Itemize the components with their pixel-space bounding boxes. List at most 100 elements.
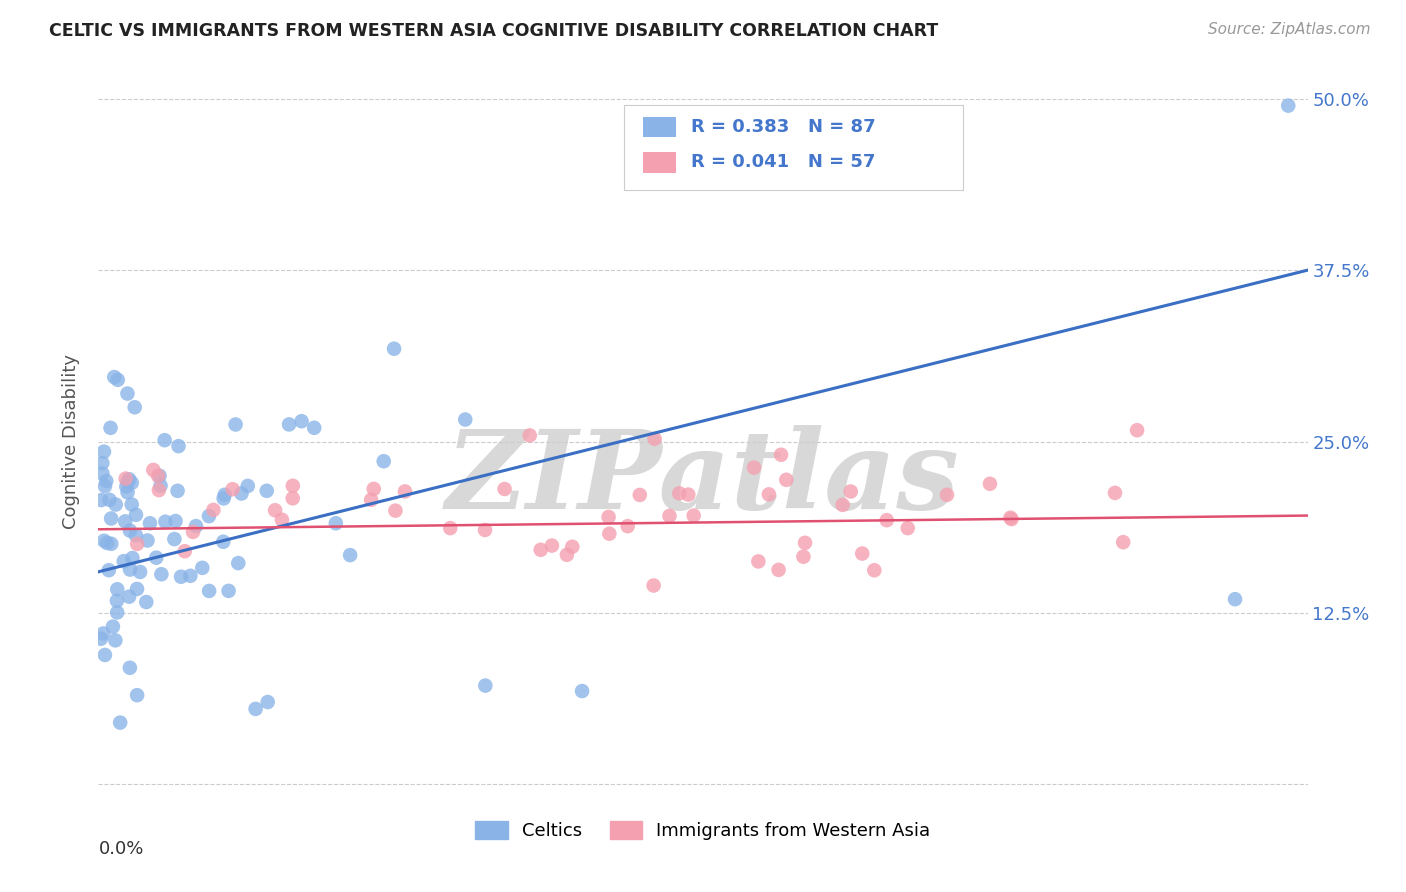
Point: [454, 412, 477, 426]
Point: [373, 454, 395, 468]
Point: [302, 421, 325, 435]
Point: [231, 486, 253, 500]
Point: [742, 460, 765, 475]
Point: [155, 515, 177, 529]
Point: [90, 493, 112, 508]
Point: [108, 715, 131, 730]
Point: [148, 483, 170, 497]
Point: [1000, 512, 1022, 526]
Point: [936, 488, 959, 502]
Point: [93, 444, 115, 458]
Point: [153, 433, 176, 447]
Point: [1223, 592, 1246, 607]
Point: [96, 536, 118, 550]
Point: [114, 515, 136, 529]
Point: [91, 626, 114, 640]
Point: [758, 487, 780, 501]
Point: [146, 469, 169, 483]
Point: [105, 582, 128, 597]
Point: [212, 491, 235, 506]
Point: [1126, 423, 1149, 437]
Point: [225, 417, 247, 432]
Point: [643, 578, 665, 592]
Point: [236, 479, 259, 493]
Point: [202, 503, 225, 517]
Point: [271, 513, 294, 527]
Point: [775, 473, 797, 487]
Point: [897, 521, 920, 535]
Point: [100, 537, 122, 551]
Point: [100, 511, 122, 525]
Point: [105, 594, 128, 608]
Point: [150, 567, 173, 582]
Point: [682, 508, 704, 523]
Point: [142, 463, 165, 477]
Point: [139, 516, 162, 531]
Point: [91, 467, 114, 481]
Point: [173, 544, 195, 558]
Point: [394, 484, 416, 499]
Point: [770, 448, 793, 462]
Point: [792, 549, 814, 564]
Point: [117, 386, 139, 401]
Point: [439, 521, 461, 535]
Point: [97, 563, 120, 577]
Point: [598, 526, 620, 541]
Point: [678, 487, 700, 501]
Point: [571, 684, 593, 698]
Point: [118, 524, 141, 538]
Point: [114, 472, 136, 486]
Point: [96, 474, 118, 488]
Point: [474, 523, 496, 537]
Point: [91, 456, 114, 470]
Point: [117, 485, 139, 500]
Point: [93, 533, 115, 548]
Bar: [643, 152, 676, 173]
Point: [291, 414, 314, 428]
Point: [616, 519, 638, 533]
Point: [107, 373, 129, 387]
Point: [148, 468, 170, 483]
Point: [851, 547, 873, 561]
Point: [103, 370, 125, 384]
Point: [384, 503, 406, 517]
Point: [94, 479, 117, 493]
Point: [135, 595, 157, 609]
Point: [256, 483, 278, 498]
Point: [644, 432, 666, 446]
Text: R = 0.383   N = 87: R = 0.383 N = 87: [690, 118, 876, 136]
Point: [112, 554, 135, 568]
Point: [325, 516, 347, 531]
Point: [170, 570, 193, 584]
Text: 0.0%: 0.0%: [98, 840, 143, 858]
Point: [668, 486, 690, 500]
Point: [125, 528, 148, 542]
Text: Source: ZipAtlas.com: Source: ZipAtlas.com: [1208, 22, 1371, 37]
Point: [179, 569, 201, 583]
Point: [125, 582, 148, 596]
Text: CELTIC VS IMMIGRANTS FROM WESTERN ASIA COGNITIVE DISABILITY CORRELATION CHART: CELTIC VS IMMIGRANTS FROM WESTERN ASIA C…: [49, 22, 938, 40]
Point: [198, 509, 221, 524]
Point: [163, 532, 186, 546]
Point: [226, 556, 249, 570]
Bar: [643, 117, 676, 137]
Point: [100, 421, 122, 435]
Text: ZIPatlas: ZIPatlas: [446, 425, 960, 533]
Point: [104, 498, 127, 512]
Point: [127, 688, 149, 702]
Point: [198, 583, 221, 598]
Point: [658, 508, 681, 523]
Point: [979, 476, 1001, 491]
Point: [831, 498, 853, 512]
Point: [121, 551, 143, 566]
Point: [214, 488, 236, 502]
Point: [519, 428, 541, 442]
Point: [118, 590, 141, 604]
FancyBboxPatch shape: [624, 104, 963, 190]
Point: [1000, 510, 1022, 524]
Point: [794, 536, 817, 550]
Point: [598, 510, 620, 524]
Point: [1104, 486, 1126, 500]
Point: [218, 583, 240, 598]
Point: [165, 514, 187, 528]
